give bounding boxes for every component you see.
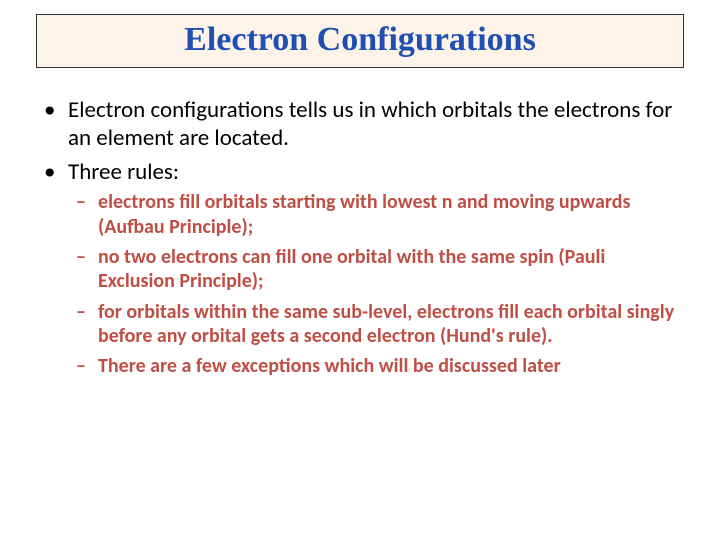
sub-list-item-text: no two electrons can fill one orbital wi… — [98, 245, 605, 293]
list-item: Electron configurations tells us in whic… — [36, 96, 684, 152]
sub-list-item-text: electrons fill orbitals starting with lo… — [98, 190, 630, 238]
list-item: Three rules: electrons fill orbitals sta… — [36, 158, 684, 379]
sub-list: electrons fill orbitals starting with lo… — [68, 190, 684, 379]
slide-body: Electron configurations tells us in whic… — [0, 68, 720, 379]
main-list: Electron configurations tells us in whic… — [36, 96, 684, 379]
sub-list-item: There are a few exceptions which will be… — [68, 354, 684, 378]
sub-list-item-text: There are a few exceptions which will be… — [98, 354, 561, 378]
sub-list-item-text: for orbitals within the same sub-level, … — [98, 300, 674, 348]
slide-title: Electron Configurations — [37, 21, 683, 59]
title-box: Electron Configurations — [36, 14, 684, 68]
sub-list-item: electrons fill orbitals starting with lo… — [68, 190, 684, 239]
sub-list-item: no two electrons can fill one orbital wi… — [68, 245, 684, 294]
sub-list-item: for orbitals within the same sub-level, … — [68, 300, 684, 349]
list-item-text: Three rules: — [68, 158, 179, 186]
list-item-text: Electron configurations tells us in whic… — [68, 96, 672, 152]
